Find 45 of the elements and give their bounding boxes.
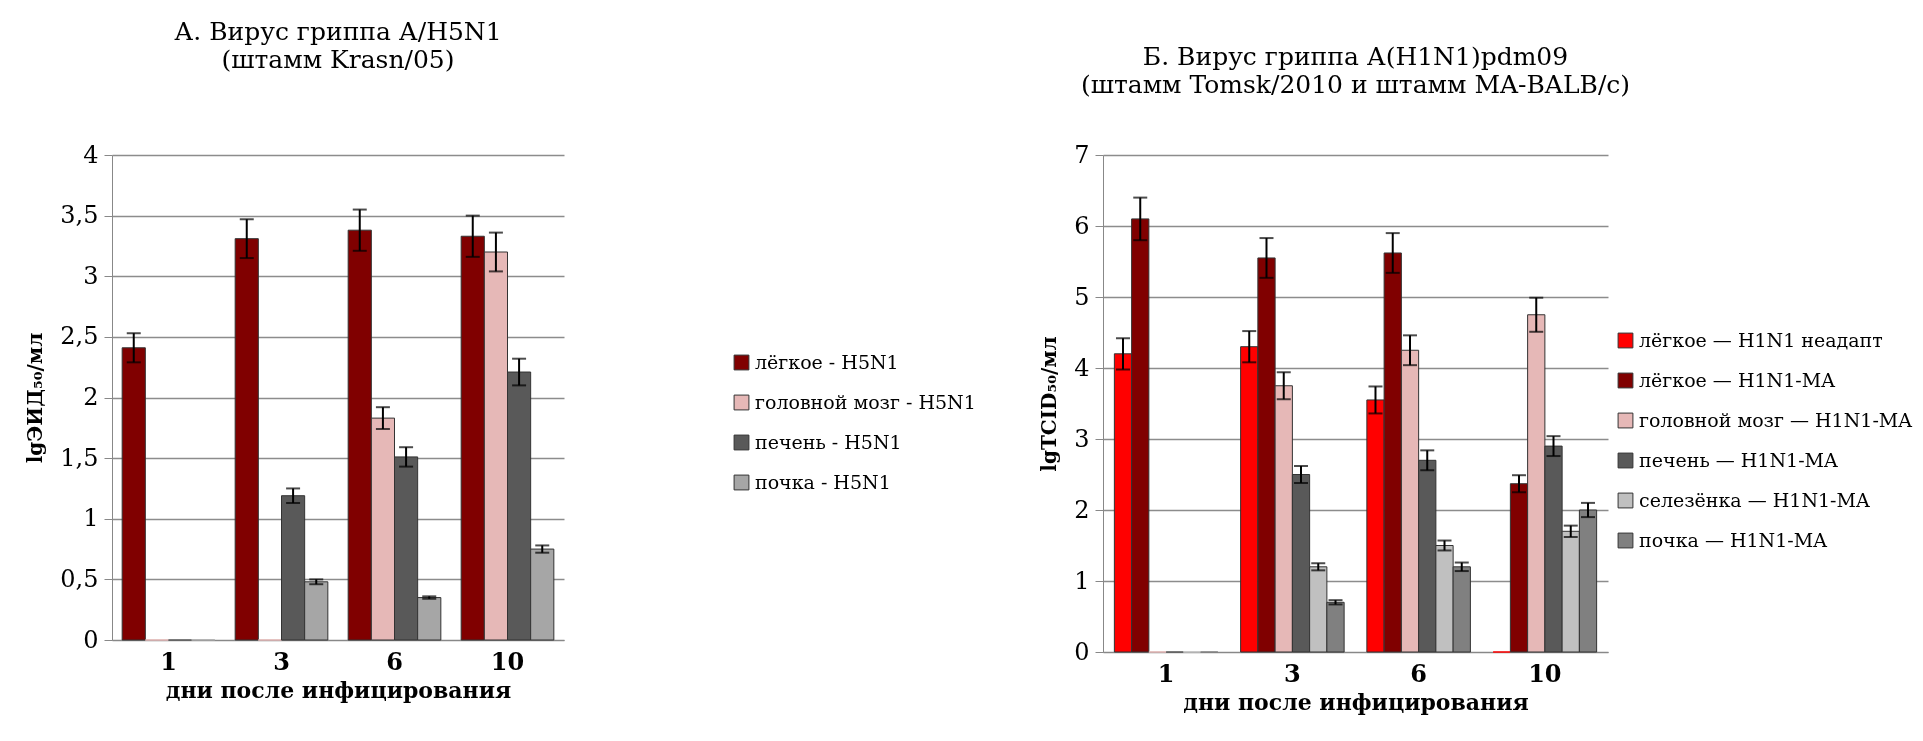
y-tick-label: 7	[1074, 140, 1090, 169]
y-tick-label: 4	[83, 140, 99, 169]
legend-label: лёгкое - H5N1	[755, 350, 899, 373]
chart-title: А. Вирус гриппа А/H5N1	[174, 17, 502, 46]
x-tick-label: 3	[273, 646, 290, 676]
y-tick-label: 3	[83, 261, 99, 290]
y-axis-title: lgTCID₅₀/мл	[1037, 336, 1062, 472]
y-tick-label: 2	[1074, 495, 1090, 524]
legend-label: почка - H5N1	[755, 470, 891, 493]
x-tick-label: 1	[1157, 658, 1175, 688]
x-tick-label: 6	[386, 646, 403, 676]
y-tick-label: 2	[83, 383, 99, 411]
bar	[121, 347, 146, 641]
y-tick-label: 0	[1074, 637, 1090, 666]
legend-label: головной мозг - H5N1	[755, 390, 976, 413]
chart-title: Б. Вирус гриппа А(H1N1)pdm09	[1142, 42, 1569, 71]
legend-label: печень - H5N1	[755, 430, 902, 453]
y-tick-label: 3	[1074, 424, 1090, 453]
y-tick-label: 0,5	[60, 564, 99, 593]
legend-label: лёгкое — H1N1-MA	[1639, 368, 1836, 391]
y-tick-label: 6	[1074, 211, 1090, 240]
y-tick-label: 0	[83, 625, 99, 654]
bar	[234, 238, 259, 641]
legend-label: селезёнка — H1N1-MA	[1639, 488, 1870, 511]
legend-label: лёгкое — H1N1 неадапт	[1639, 328, 1883, 351]
chart-subtitle: (штамм Tomsk/2010 и штамм MA-BALB/c)	[1080, 70, 1631, 99]
x-axis-title: дни после инфицирования	[1183, 688, 1529, 715]
y-tick-label: 1	[1074, 566, 1090, 595]
y-tick-label: 3,5	[60, 201, 99, 230]
y-tick-label: 5	[1074, 282, 1090, 311]
y-tick-label: 1,5	[60, 443, 99, 472]
x-tick-label: 1	[160, 646, 177, 676]
x-tick-label: 10	[490, 646, 525, 676]
legend-label: головной мозг — H1N1-MA	[1639, 408, 1913, 431]
y-tick-label: 1	[83, 504, 99, 533]
x-tick-label: 6	[1410, 658, 1427, 688]
x-axis-title: дни после инфицирования	[165, 676, 512, 703]
y-axis-title: lgЭИД₅₀/мл	[23, 332, 48, 464]
y-tick-label: 4	[1074, 353, 1090, 382]
y-tick-label: 2,5	[60, 322, 99, 351]
chart-subtitle: (штамм Krasn/05)	[221, 45, 455, 74]
legend-label: печень — H1N1-MA	[1639, 448, 1839, 471]
x-tick-label: 3	[1284, 658, 1301, 688]
legend-label: почка — H1N1-MA	[1639, 528, 1828, 551]
x-tick-label: 10	[1528, 658, 1562, 688]
